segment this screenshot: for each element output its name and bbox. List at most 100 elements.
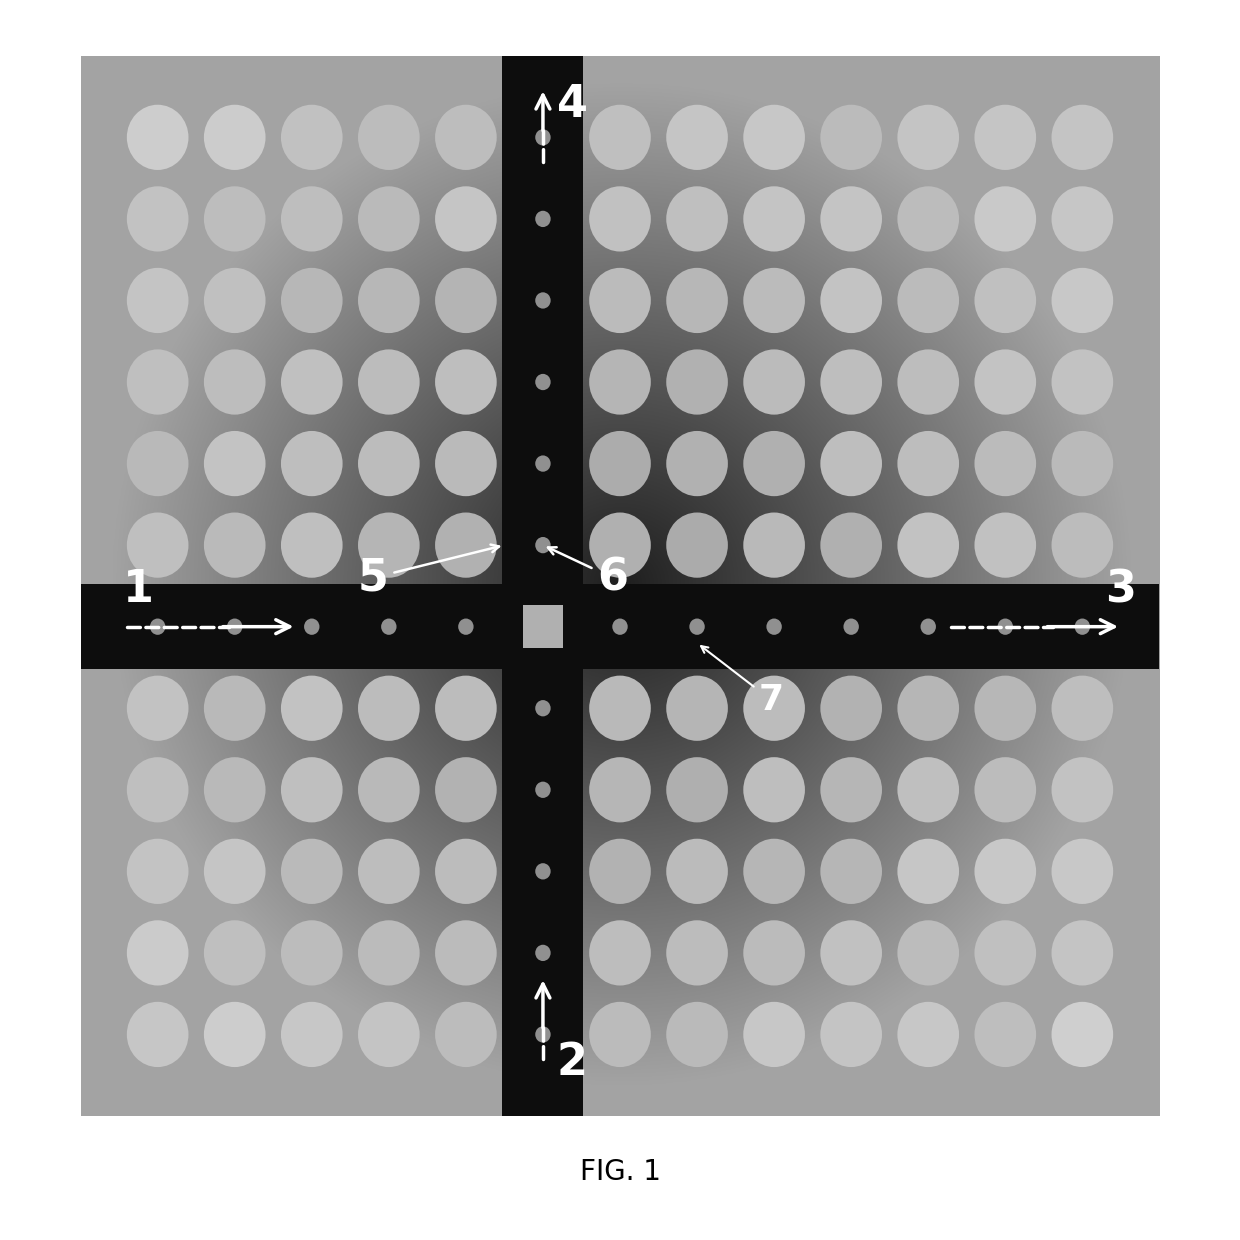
Text: FIG. 1: FIG. 1 xyxy=(579,1158,661,1185)
Circle shape xyxy=(1052,432,1114,496)
Circle shape xyxy=(126,838,188,904)
Circle shape xyxy=(975,512,1037,578)
Circle shape xyxy=(589,104,651,170)
Circle shape xyxy=(821,1002,882,1068)
Circle shape xyxy=(743,676,805,740)
Circle shape xyxy=(821,512,882,578)
Circle shape xyxy=(536,455,551,471)
Circle shape xyxy=(203,432,265,496)
Circle shape xyxy=(281,350,342,414)
Circle shape xyxy=(1052,268,1114,334)
Circle shape xyxy=(203,512,265,578)
Circle shape xyxy=(536,945,551,961)
Circle shape xyxy=(975,1002,1037,1068)
Text: 5: 5 xyxy=(358,544,498,599)
Circle shape xyxy=(459,619,474,635)
Circle shape xyxy=(975,676,1037,740)
Circle shape xyxy=(126,676,188,740)
Circle shape xyxy=(743,838,805,904)
Circle shape xyxy=(613,619,627,635)
Circle shape xyxy=(435,676,497,740)
Circle shape xyxy=(203,186,265,252)
Circle shape xyxy=(358,676,419,740)
Bar xyxy=(523,605,563,647)
Circle shape xyxy=(281,104,342,170)
Circle shape xyxy=(975,186,1037,252)
Circle shape xyxy=(666,432,728,496)
Circle shape xyxy=(281,268,342,334)
Circle shape xyxy=(358,838,419,904)
Circle shape xyxy=(126,920,188,986)
Circle shape xyxy=(435,838,497,904)
Circle shape xyxy=(743,1002,805,1068)
Circle shape xyxy=(358,512,419,578)
Circle shape xyxy=(589,676,651,740)
Circle shape xyxy=(203,676,265,740)
Text: 3: 3 xyxy=(1106,568,1136,611)
Circle shape xyxy=(126,268,188,334)
Circle shape xyxy=(743,268,805,334)
Circle shape xyxy=(536,863,551,879)
Circle shape xyxy=(536,1027,551,1043)
Circle shape xyxy=(126,350,188,414)
Circle shape xyxy=(281,920,342,986)
Circle shape xyxy=(975,104,1037,170)
Circle shape xyxy=(358,268,419,334)
Circle shape xyxy=(975,838,1037,904)
Circle shape xyxy=(435,1002,497,1068)
Circle shape xyxy=(1052,186,1114,252)
Circle shape xyxy=(435,758,497,822)
Circle shape xyxy=(589,432,651,496)
Circle shape xyxy=(821,838,882,904)
Circle shape xyxy=(1052,838,1114,904)
Circle shape xyxy=(203,920,265,986)
Circle shape xyxy=(435,186,497,252)
Circle shape xyxy=(666,268,728,334)
Circle shape xyxy=(898,104,959,170)
Circle shape xyxy=(666,920,728,986)
Circle shape xyxy=(435,512,497,578)
Circle shape xyxy=(358,350,419,414)
Circle shape xyxy=(898,268,959,334)
Circle shape xyxy=(126,104,188,170)
Circle shape xyxy=(281,186,342,252)
Circle shape xyxy=(666,838,728,904)
Circle shape xyxy=(358,1002,419,1068)
Circle shape xyxy=(589,512,651,578)
Circle shape xyxy=(589,268,651,334)
Circle shape xyxy=(898,350,959,414)
Circle shape xyxy=(766,619,782,635)
Circle shape xyxy=(666,104,728,170)
Circle shape xyxy=(358,920,419,986)
Circle shape xyxy=(281,758,342,822)
Circle shape xyxy=(536,781,551,799)
Circle shape xyxy=(898,1002,959,1068)
Circle shape xyxy=(666,512,728,578)
Circle shape xyxy=(975,758,1037,822)
Circle shape xyxy=(1052,104,1114,170)
Text: 2: 2 xyxy=(557,1042,588,1085)
Circle shape xyxy=(435,350,497,414)
Circle shape xyxy=(666,758,728,822)
Circle shape xyxy=(358,104,419,170)
Circle shape xyxy=(843,619,859,635)
Circle shape xyxy=(898,758,959,822)
Circle shape xyxy=(435,920,497,986)
Circle shape xyxy=(358,758,419,822)
Circle shape xyxy=(536,211,551,227)
Circle shape xyxy=(126,1002,188,1068)
Circle shape xyxy=(536,373,551,391)
Circle shape xyxy=(227,619,243,635)
Circle shape xyxy=(203,268,265,334)
Circle shape xyxy=(203,104,265,170)
Circle shape xyxy=(821,186,882,252)
Circle shape xyxy=(1052,758,1114,822)
Circle shape xyxy=(821,920,882,986)
Circle shape xyxy=(743,920,805,986)
Circle shape xyxy=(898,186,959,252)
Circle shape xyxy=(743,350,805,414)
Circle shape xyxy=(203,1002,265,1068)
Circle shape xyxy=(743,432,805,496)
Text: 6: 6 xyxy=(548,547,627,599)
Circle shape xyxy=(589,1002,651,1068)
